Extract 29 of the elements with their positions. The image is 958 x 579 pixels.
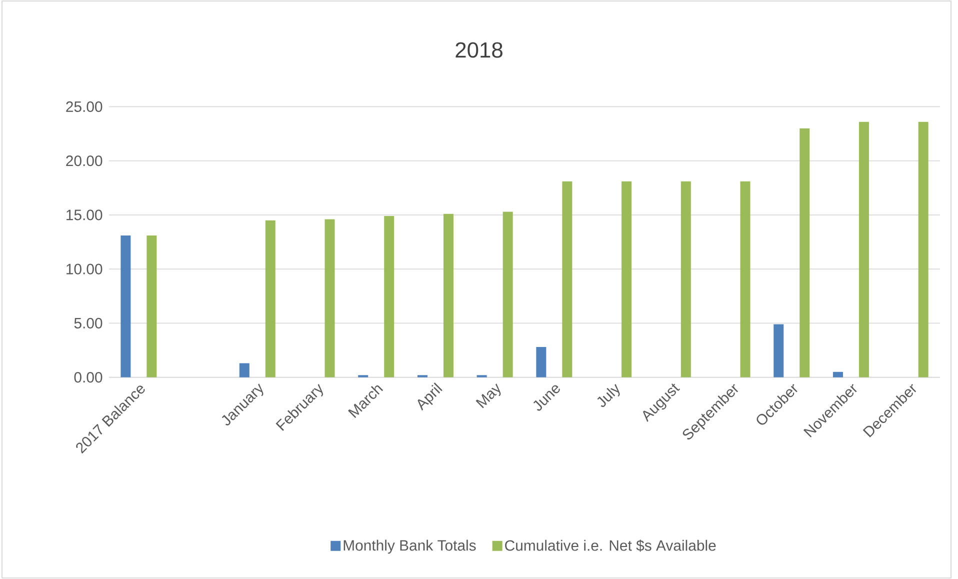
- legend-label: Monthly Bank Totals: [344, 540, 476, 554]
- bar: [622, 181, 632, 378]
- y-tick-label: 0.00: [74, 372, 102, 383]
- bar: [774, 324, 784, 378]
- chart-title: 2018: [456, 42, 502, 58]
- bar: [443, 214, 454, 378]
- bar: [680, 181, 691, 378]
- y-tick-label: 25.00: [66, 101, 102, 112]
- y-tick-label: 20.00: [66, 156, 102, 166]
- bar: [832, 372, 843, 378]
- bar: [858, 122, 869, 378]
- y-tick-label: 10.00: [66, 264, 102, 274]
- y-tick-label: 5.00: [74, 318, 102, 328]
- bar: [384, 216, 394, 378]
- bar: [324, 219, 335, 378]
- bar: [536, 346, 546, 378]
- bar: [265, 220, 276, 378]
- y-tick-label: 15.00: [66, 210, 102, 220]
- bar: [239, 363, 250, 378]
- x-tick-label: May: [476, 384, 501, 408]
- bar: [120, 236, 131, 378]
- bar: [740, 181, 750, 378]
- bar: [918, 122, 928, 378]
- x-tick-label: July: [597, 384, 620, 408]
- legend-label: Cumulative i.e. Net $s Available: [505, 540, 716, 552]
- bar: [502, 212, 513, 378]
- bar: [146, 236, 157, 378]
- bar: [562, 181, 572, 378]
- bar: [800, 128, 810, 378]
